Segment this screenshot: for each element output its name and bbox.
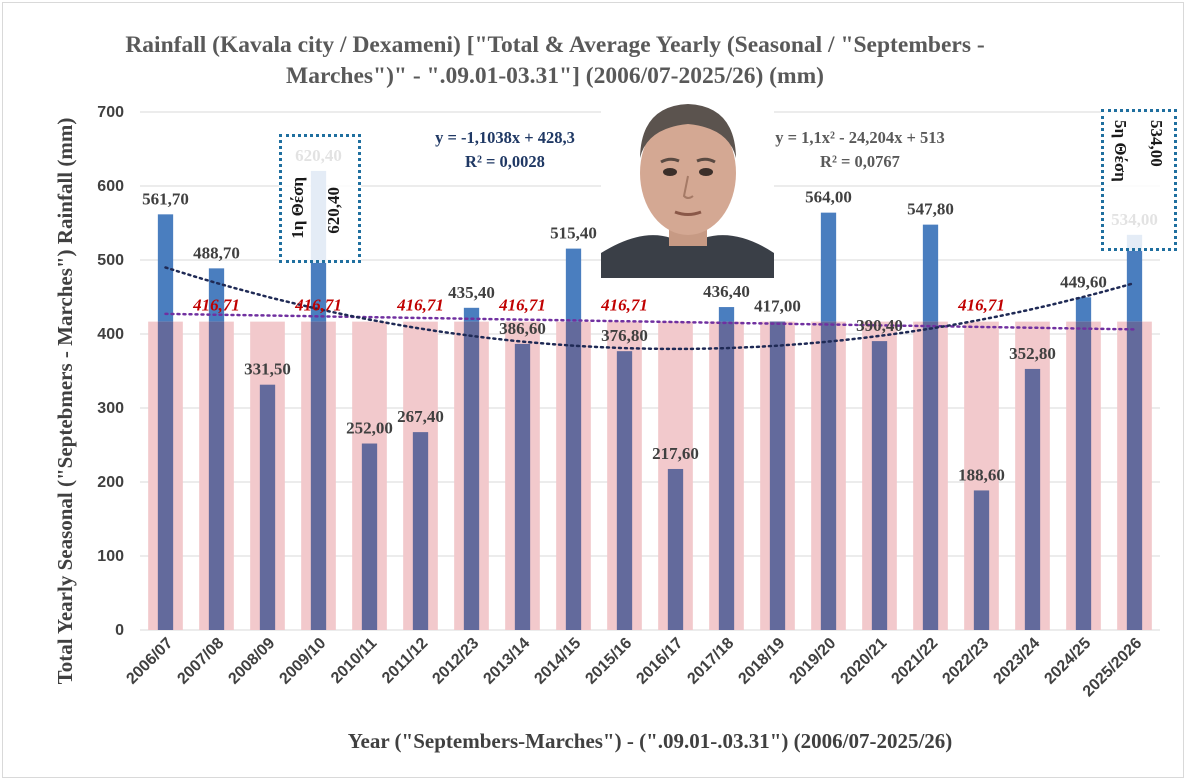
total-bar-overlap [565,321,582,630]
total-value-label: 267,40 [397,407,444,426]
total-bar [820,212,837,322]
x-tick-label: 2020/21 [837,635,890,688]
total-bar [259,384,276,630]
x-tick-label: 2012/23 [429,635,482,688]
total-bar [361,443,378,630]
total-bar-overlap [769,321,786,630]
x-tick-label: 2008/09 [225,635,278,688]
linear-r2-text: R² = 0,0028 [465,152,545,171]
total-value-label: 217,60 [652,444,699,463]
total-bar-overlap [208,321,225,630]
total-value-label: 488,70 [193,243,240,262]
total-bar [1024,368,1041,630]
y-tick-label: 400 [97,326,124,343]
total-bar-overlap [157,321,174,630]
average-label: 416,71 [396,296,444,315]
portrait-photo [601,88,774,278]
total-bar [871,341,888,630]
total-value-label: 417,00 [754,296,801,315]
y-tick-label: 0 [115,622,124,639]
total-value-label: 515,40 [550,224,597,243]
average-label: 416,71 [957,296,1005,315]
rank-1-text: 1η Θέση [288,177,307,239]
linear-trend-equation: y = -1,1038x + 428,3 R² = 0,0028 [405,126,605,174]
x-tick-label: 2018/19 [735,635,788,688]
total-value-label: 561,70 [142,189,189,208]
y-axis-title: Total Yearly Seasonal ("Septebmers - Mar… [53,117,77,685]
total-bar [718,307,735,322]
total-bar-overlap [718,321,735,630]
x-tick-label: 2019/20 [786,635,839,688]
total-bar-overlap [463,321,480,630]
total-value-label: 352,80 [1009,344,1056,363]
total-bar [667,468,684,630]
x-tick-label: 2015/16 [582,635,635,688]
total-value-label: 386,60 [499,319,546,338]
linear-trendline [164,312,1136,331]
x-tick-label: 2010/11 [328,635,380,687]
total-value-label: 331,50 [244,360,291,379]
x-tick-label: 2007/08 [174,635,227,688]
total-bar-overlap [1126,321,1143,630]
total-bar [616,351,633,630]
x-axis-title: Year ("Septembers-Marches") - (".09.01-.… [347,729,953,753]
poly-equation-text: y = 1,1x² - 24,204x + 513 [775,128,945,147]
x-tick-label: 2014/15 [531,635,584,688]
total-value-label: 564,00 [805,188,852,207]
rank-5-callout: 5η Θέση 534,00 [1101,109,1177,251]
total-value-label: 376,80 [601,326,648,345]
x-tick-label: 2011/12 [379,635,431,687]
y-tick-label: 600 [97,178,124,195]
total-bar [1126,234,1143,322]
total-bar-overlap [820,321,837,630]
total-bar-overlap [922,321,939,630]
x-tick-label: 2013/14 [480,635,533,688]
x-tick-label: 2006/07 [123,635,176,688]
total-value-label: 390,40 [856,316,903,335]
rank-1-callout: 1η Θέση 620,40 [279,134,361,263]
x-tick-label: 2017/18 [684,635,737,688]
total-bar [565,248,582,322]
portrait-image [601,88,774,278]
total-bar-overlap [310,321,327,630]
total-bar [922,224,939,322]
y-tick-label: 500 [97,252,124,269]
rank-5-value: 534,00 [1147,120,1166,167]
linear-equation-text: y = -1,1038x + 428,3 [435,128,575,147]
total-bar [1075,297,1092,322]
rank-5-text: 5η Θέση [1111,120,1130,182]
x-tick-label: 2022/23 [939,635,992,688]
total-value-label: 547,80 [907,200,954,219]
average-label: 416,71 [294,296,342,315]
x-tick-label: 2016/17 [633,635,686,688]
total-bar-overlap [1075,321,1092,630]
y-tick-label: 700 [97,104,124,121]
x-tick-label: 2024/25 [1041,635,1094,688]
y-tick-label: 300 [97,400,124,417]
total-value-label: 188,60 [958,465,1005,484]
total-bar [973,490,990,630]
poly-trend-equation: y = 1,1x² - 24,204x + 513 R² = 0,0767 [740,126,980,174]
average-label: 416,71 [498,296,546,315]
total-value-label: 435,40 [448,283,495,302]
x-tick-label: 2009/10 [276,635,329,688]
x-tick-label: 2023/24 [990,635,1043,688]
poly-r2-text: R² = 0,0767 [820,152,900,171]
total-bar [514,343,531,630]
y-tick-label: 100 [97,548,124,565]
total-bar [412,432,429,630]
y-tick-label: 200 [97,474,124,491]
chart-title: Rainfall (Kavala city / Dexameni) ["Tota… [125,32,985,89]
total-value-label: 252,00 [346,419,393,438]
total-value-label: 436,40 [703,282,750,301]
average-label: 416,71 [600,296,648,315]
x-tick-label: 2021/22 [888,635,941,688]
average-label: 416,71 [192,296,240,315]
total-value-label: 449,60 [1060,272,1107,291]
rank-1-value: 620,40 [324,187,343,234]
poly-trendline [164,266,1136,351]
